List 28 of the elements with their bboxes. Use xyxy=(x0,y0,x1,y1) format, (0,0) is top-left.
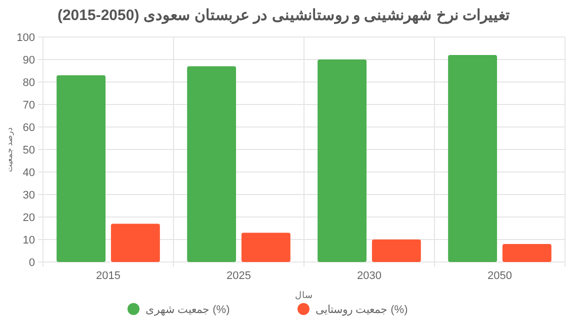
y-tick-label: 30 xyxy=(22,189,35,202)
bar xyxy=(448,55,498,262)
x-tick-label: 2030 xyxy=(357,270,382,282)
y-tick-label: 100 xyxy=(16,32,35,44)
bar xyxy=(318,60,367,262)
x-tick-label: 2050 xyxy=(488,270,512,282)
bar xyxy=(241,232,290,262)
y-tick-label: 50 xyxy=(22,144,35,156)
chart-title: تغییرات نرخ شهرنشینی و روستانشینی در عربستان سعودی (2050-2015) xyxy=(57,7,510,24)
y-tick-label: 0 xyxy=(28,256,35,269)
legend-label: جمعیت روستایی (%) xyxy=(316,304,408,316)
x-axis-title: سال xyxy=(295,290,313,300)
bar xyxy=(56,75,106,262)
bar xyxy=(187,66,236,262)
y-tick-label: 70 xyxy=(22,99,35,112)
bar xyxy=(372,240,421,262)
x-tick-label: 2025 xyxy=(226,270,251,282)
y-tick-label: 40 xyxy=(22,166,35,179)
y-tick-label: 20 xyxy=(22,212,35,224)
y-tick-label: 80 xyxy=(22,76,35,89)
y-tick-label: 10 xyxy=(22,234,35,246)
x-tick-label: 2015 xyxy=(96,270,120,282)
y-tick-label: 90 xyxy=(22,54,35,66)
y-axis-title: درصد جمعیت xyxy=(5,126,14,172)
y-tick-label: 60 xyxy=(22,122,35,134)
legend-label: جمعیت شهری (%) xyxy=(146,304,230,316)
bar xyxy=(502,244,552,262)
bar xyxy=(110,224,160,262)
